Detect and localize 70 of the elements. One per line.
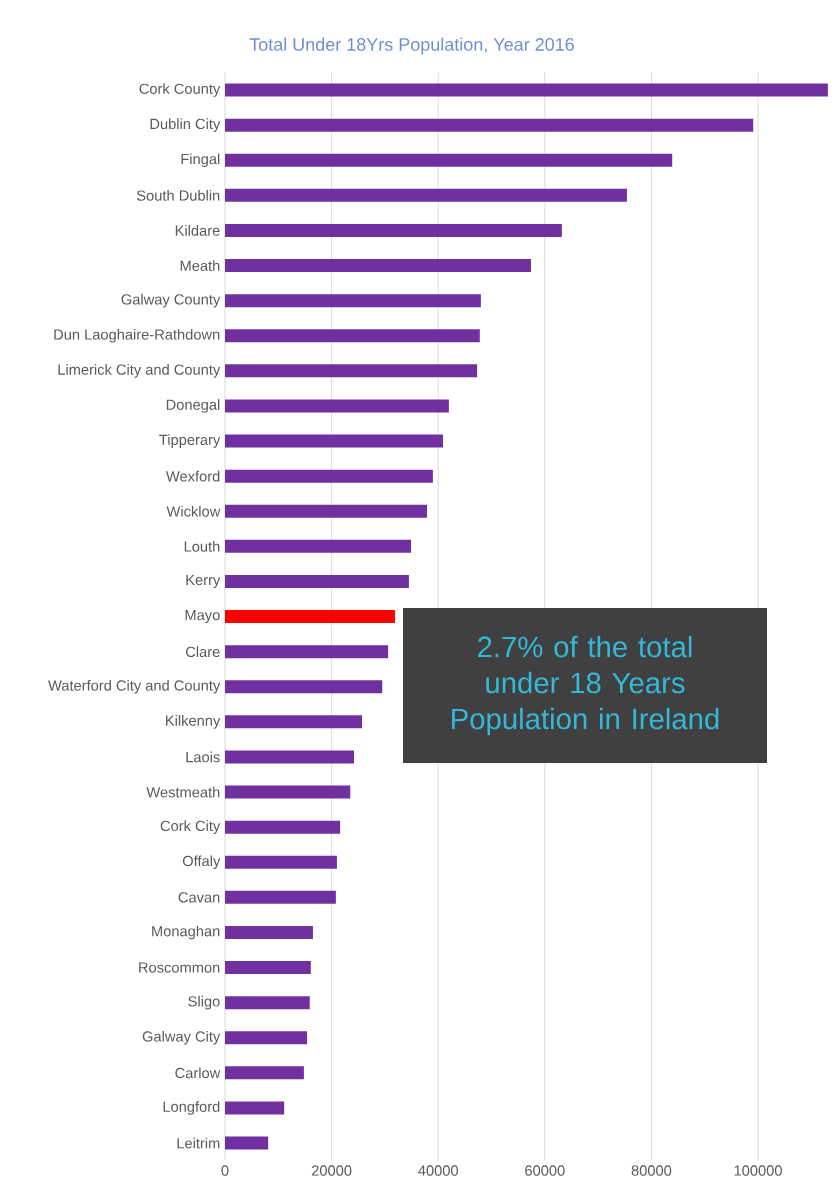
y-tick-label: Offaly: [182, 855, 221, 870]
bar: [225, 469, 433, 483]
y-tick-label: Monaghan: [152, 925, 220, 940]
bar: [225, 750, 354, 764]
y-tick-label: Wexford: [166, 470, 220, 482]
y-tick-label: Kerry: [186, 574, 221, 589]
bar: [225, 925, 313, 939]
y-tick-label: Mayo: [185, 610, 220, 624]
bar: [225, 118, 754, 132]
bar: [225, 504, 428, 518]
y-tick-label: Kildare: [175, 225, 220, 236]
bar: [225, 1031, 308, 1045]
y-tick-label: Carlow: [175, 1067, 221, 1079]
bar: [225, 329, 480, 343]
y-tick-label: Clare: [185, 646, 220, 658]
y-tick-label: Donegal: [166, 399, 220, 413]
y-tick-label: Dun Laoghaire-Rathdown: [54, 328, 220, 343]
x-tick-label: 0: [221, 1165, 229, 1176]
bar: [225, 259, 531, 273]
y-tick-label: Louth: [184, 540, 220, 552]
chart-title: Total Under 18Yrs Population, Year 2016: [249, 37, 574, 55]
x-tick-label: 20000: [311, 1165, 352, 1176]
bar: [225, 399, 449, 413]
bar: [225, 610, 396, 624]
y-tick-label: Westmeath: [146, 786, 220, 798]
y-tick-label: Tipperary: [159, 434, 221, 448]
annotation: 2.7% of the total under 18 Years Population in Ireland: [452, 635, 719, 736]
y-tick-label: Fingal: [181, 153, 220, 168]
bar: [225, 680, 383, 694]
bar: [225, 785, 351, 799]
bar: [225, 1101, 285, 1115]
y-tick-label: Longford: [163, 1101, 220, 1115]
y-tick-label: Dublin City: [150, 118, 221, 132]
y-tick-label: Limerick City and County: [58, 364, 221, 378]
bar: [225, 645, 389, 659]
y-tick-label: Roscommon: [139, 962, 220, 973]
y-tick-label: Leitrim: [177, 1137, 220, 1149]
bar: [225, 890, 336, 904]
y-tick-label: Meath: [180, 260, 220, 271]
x-tick-label: 60000: [525, 1165, 565, 1176]
y-tick-label: Galway City: [142, 1030, 221, 1045]
y-tick-label: Cork County: [139, 83, 221, 97]
bar: [225, 996, 310, 1010]
bar: [225, 188, 627, 202]
bar: [225, 574, 409, 588]
y-tick-label: Wicklow: [166, 505, 221, 517]
y-tick-label: Kilkenny: [166, 715, 221, 729]
bar: [225, 223, 562, 237]
bar: [225, 294, 481, 308]
bar: [225, 961, 311, 975]
x-tick-label: 40000: [418, 1165, 459, 1176]
y-tick-label: Galway County: [121, 293, 221, 308]
bar: [225, 153, 673, 167]
bar: [225, 1136, 269, 1150]
bar: [225, 364, 478, 378]
bar: [225, 83, 828, 97]
x-tick-label: 80000: [631, 1165, 672, 1176]
y-tick-label: Waterford City and County: [48, 679, 221, 694]
bar: [225, 855, 337, 869]
bar: [225, 715, 362, 729]
bar: [225, 434, 444, 448]
y-tick-label: South Dublin: [136, 189, 220, 201]
bar: [225, 1066, 304, 1080]
y-tick-label: Laois: [186, 751, 220, 763]
y-tick-label: Cork City: [160, 820, 221, 834]
bar: [225, 539, 412, 553]
y-tick-label: Cavan: [178, 892, 220, 903]
bar: [225, 820, 341, 834]
x-tick-label: 100000: [734, 1165, 782, 1176]
y-tick-label: Sligo: [188, 995, 220, 1010]
